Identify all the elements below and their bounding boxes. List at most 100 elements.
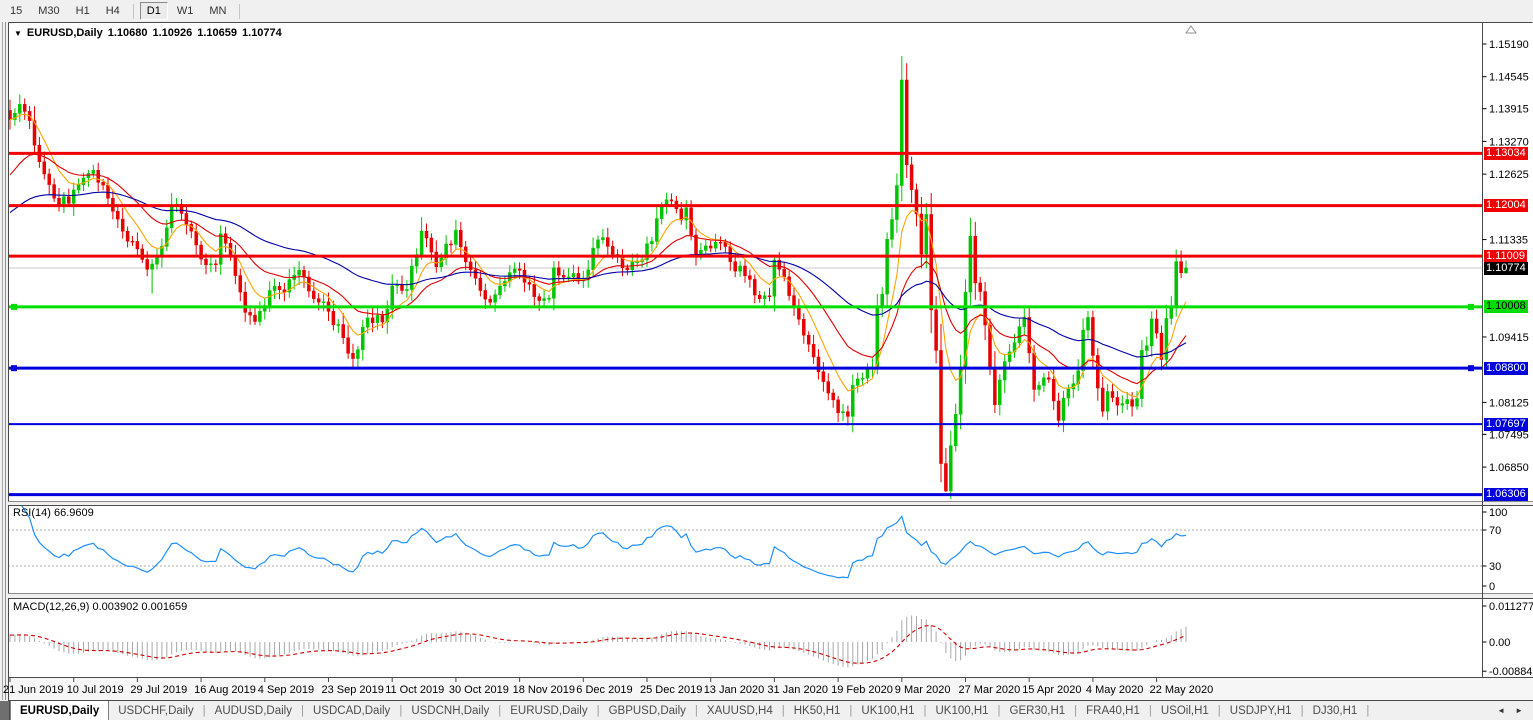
chart-tab-fra40-h1[interactable]: FRA40,H1 — [1086, 704, 1140, 717]
svg-text:9 Mar 2020: 9 Mar 2020 — [895, 684, 951, 696]
chart-tab-hk50-h1[interactable]: HK50,H1 — [793, 704, 841, 717]
timeframe-button-15[interactable]: 15 — [10, 5, 23, 17]
svg-text:23 Sep 2019: 23 Sep 2019 — [322, 684, 384, 696]
tabs-scroll-left-icon[interactable]: ◄ — [1497, 706, 1506, 715]
svg-text:4 May 2020: 4 May 2020 — [1086, 684, 1143, 696]
svg-text:1.08125: 1.08125 — [1489, 397, 1529, 409]
macd-indicator-label: MACD(12,26,9) 0.003902 0.001659 — [13, 601, 188, 613]
tab-separator: | — [202, 704, 206, 717]
timeframe-button-mn[interactable]: MN — [209, 5, 227, 17]
chart-tab-xauusd-h4[interactable]: XAUUSD,H4 — [706, 704, 773, 717]
svg-text:1.07495: 1.07495 — [1489, 429, 1529, 441]
tab-separator: | — [1217, 704, 1221, 717]
chart-tab-audusd-daily[interactable]: AUDUSD,Daily — [214, 704, 292, 717]
tab-separator: | — [997, 704, 1001, 717]
price-level-badge-1.06306: 1.06306 — [1484, 488, 1528, 501]
tab-separator: | — [849, 704, 853, 717]
svg-text:0.011277: 0.011277 — [1489, 601, 1533, 613]
chart-tab-gbpusd-daily[interactable]: GBPUSD,Daily — [608, 704, 686, 717]
svg-text:0.00: 0.00 — [1489, 637, 1510, 649]
quote-open: 1.10680 — [107, 27, 148, 39]
price-level-badge-1.07697: 1.07697 — [1484, 418, 1528, 431]
tab-separator: | — [781, 704, 785, 717]
svg-text:19 Feb 2020: 19 Feb 2020 — [831, 684, 893, 696]
chart-tab-ger30-h1[interactable]: GER30,H1 — [1009, 704, 1066, 717]
svg-text:11 Oct 2019: 11 Oct 2019 — [385, 684, 444, 696]
chart-tab-usdcnh-daily[interactable]: USDCNH,Daily — [411, 704, 490, 717]
price-level-badge-1.13034: 1.13034 — [1484, 147, 1528, 160]
chart-tab-dj30-h1[interactable]: DJ30,H1 — [1312, 704, 1358, 717]
quote-low: 1.10659 — [197, 27, 238, 39]
svg-text:1.15190: 1.15190 — [1489, 39, 1529, 51]
svg-text:27 Mar 2020: 27 Mar 2020 — [959, 684, 1021, 696]
current-price-badge: 1.10774 — [1484, 262, 1528, 275]
svg-text:16 Aug 2019: 16 Aug 2019 — [194, 684, 256, 696]
svg-text:1.11335: 1.11335 — [1489, 235, 1528, 247]
toolbar-separator — [239, 3, 241, 19]
svg-text:1.06850: 1.06850 — [1489, 462, 1529, 474]
svg-text:4 Sep 2019: 4 Sep 2019 — [258, 684, 314, 696]
svg-text:1.09415: 1.09415 — [1489, 332, 1529, 344]
tab-separator: | — [1148, 704, 1152, 717]
quote-high: 1.10926 — [152, 27, 193, 39]
tab-separator: | — [300, 704, 304, 717]
tabs-scroll-right-icon[interactable]: ► — [1515, 706, 1523, 715]
svg-text:70: 70 — [1489, 525, 1501, 537]
tab-separator: | — [1300, 704, 1304, 717]
svg-text:0: 0 — [1489, 581, 1495, 593]
chart-tab-eurusd-daily[interactable]: EURUSD,Daily — [10, 701, 110, 720]
svg-text:100: 100 — [1489, 507, 1507, 519]
svg-text:1.13915: 1.13915 — [1489, 104, 1529, 116]
price-level-badge-1.12004: 1.12004 — [1484, 199, 1528, 212]
svg-text:25 Dec 2019: 25 Dec 2019 — [640, 684, 702, 696]
price-level-badge-1.08800: 1.08800 — [1484, 362, 1528, 375]
timeframe-toolbar: 15 M30 H1 H4 D1 W1 MN — [0, 0, 1533, 22]
chart-tabbar: EURUSD,Daily USDCHF,Daily | AUDUSD,Daily | US… — [0, 701, 1533, 720]
chart-tab-uk100-h1[interactable]: UK100,H1 — [861, 704, 915, 717]
timeframe-button-m30[interactable]: M30 — [38, 5, 60, 17]
symbol-dropdown-icon[interactable]: ▼ — [14, 28, 22, 38]
chart-tab-usdchf-daily[interactable]: USDCHF,Daily — [118, 704, 194, 717]
svg-text:1.12625: 1.12625 — [1489, 169, 1529, 181]
svg-text:13 Jan 2020: 13 Jan 2020 — [704, 684, 765, 696]
chart-tab-usdcad-daily[interactable]: USDCAD,Daily — [312, 704, 391, 717]
quote-symbol: EURUSD,Daily — [26, 27, 103, 39]
svg-text:15 Apr 2020: 15 Apr 2020 — [1022, 684, 1081, 696]
timeframe-button-d1[interactable]: D1 — [139, 2, 168, 20]
toolbar-separator — [132, 3, 134, 19]
chart-tab-usoil-h1[interactable]: USOil,H1 — [1160, 704, 1209, 717]
timeframe-button-w1[interactable]: W1 — [176, 5, 194, 17]
rsi-indicator-label: RSI(14) 66.9609 — [13, 507, 94, 519]
svg-text:22 May 2020: 22 May 2020 — [1150, 684, 1214, 696]
tab-separator: | — [596, 704, 600, 717]
chart-tab-usdjpy-h1[interactable]: USDJPY,H1 — [1229, 704, 1292, 717]
tab-separator: | — [399, 704, 403, 717]
tab-separator: | — [694, 704, 698, 717]
svg-text:29 Jul 2019: 29 Jul 2019 — [130, 684, 187, 696]
svg-text:6 Dec 2019: 6 Dec 2019 — [576, 684, 632, 696]
svg-text:18 Nov 2019: 18 Nov 2019 — [513, 684, 575, 696]
timeframe-button-h1[interactable]: H1 — [75, 5, 90, 17]
svg-text:30 Oct 2019: 30 Oct 2019 — [449, 684, 509, 696]
tabbar-corner-block — [0, 701, 10, 720]
tab-separator: | — [498, 704, 502, 717]
svg-text:21 Jun 2019: 21 Jun 2019 — [3, 684, 64, 696]
svg-text:-0.008845: -0.008845 — [1489, 666, 1533, 678]
chart-tab-uk100-h1[interactable]: UK100,H1 — [935, 704, 989, 717]
chart-tab-eurusd-daily[interactable]: EURUSD,Daily — [510, 704, 588, 717]
svg-text:31 Jan 2020: 31 Jan 2020 — [767, 684, 828, 696]
svg-text:30: 30 — [1489, 561, 1501, 573]
tab-separator: | — [1366, 704, 1370, 717]
quote-line: ▼ EURUSD,Daily 1.10680 1.10926 1.10659 1.1077… — [14, 27, 282, 39]
svg-text:1.14545: 1.14545 — [1489, 72, 1529, 84]
quote-close: 1.10774 — [242, 27, 282, 39]
tab-separator: | — [1074, 704, 1078, 717]
tab-separator: | — [923, 704, 927, 717]
price-level-badge-1.10008: 1.10008 — [1484, 300, 1528, 313]
svg-text:1.13270: 1.13270 — [1489, 136, 1529, 148]
price-level-badge-1.11009: 1.11009 — [1484, 250, 1527, 263]
svg-text:10 Jul 2019: 10 Jul 2019 — [67, 684, 124, 696]
timeframe-button-h4[interactable]: H4 — [105, 5, 120, 17]
